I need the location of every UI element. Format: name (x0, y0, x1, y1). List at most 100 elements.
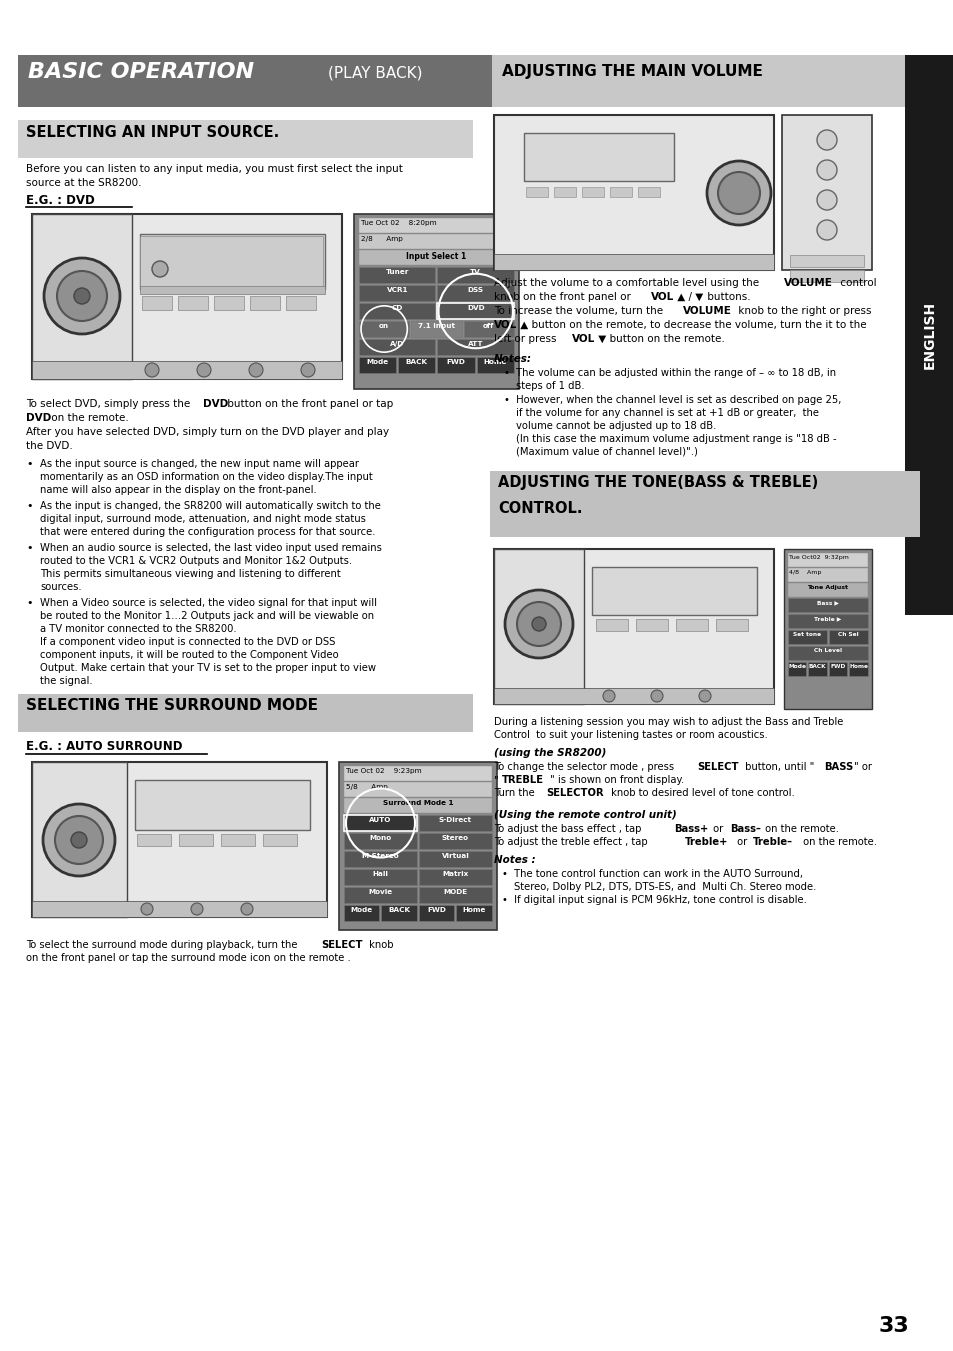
Text: the DVD.: the DVD. (26, 440, 72, 451)
Text: VOLUME: VOLUME (682, 305, 731, 316)
FancyBboxPatch shape (787, 598, 867, 612)
Text: To change the selector mode , press: To change the selector mode , press (494, 762, 677, 771)
FancyBboxPatch shape (783, 549, 871, 709)
Text: Ch Level: Ch Level (813, 648, 841, 653)
Text: Bass–: Bass– (729, 824, 760, 834)
Text: button on the front panel or tap: button on the front panel or tap (224, 399, 393, 409)
Text: Mode: Mode (351, 907, 373, 913)
Text: •: • (26, 598, 32, 608)
Text: button, until ": button, until " (741, 762, 814, 771)
Text: 2/8      Amp: 2/8 Amp (360, 236, 402, 242)
Circle shape (816, 130, 836, 150)
Text: Mode: Mode (366, 359, 388, 365)
FancyBboxPatch shape (18, 120, 473, 158)
Text: •  The tone control function can work in the AUTO Surround,: • The tone control function can work in … (501, 869, 802, 880)
Circle shape (241, 902, 253, 915)
Text: A/D: A/D (390, 340, 404, 347)
FancyBboxPatch shape (456, 905, 492, 921)
Text: Treble ▶: Treble ▶ (814, 616, 841, 621)
Text: Hall: Hall (373, 871, 388, 877)
FancyBboxPatch shape (344, 834, 416, 848)
Text: on the remote.: on the remote. (48, 413, 129, 423)
FancyBboxPatch shape (676, 619, 707, 631)
Circle shape (55, 816, 103, 865)
Text: Before you can listen to any input media, you must first select the input: Before you can listen to any input media… (26, 163, 402, 174)
Text: momentarily as an OSD information on the video display.The input: momentarily as an OSD information on the… (40, 471, 373, 482)
Text: ADJUSTING THE MAIN VOLUME: ADJUSTING THE MAIN VOLUME (501, 63, 762, 78)
Text: Set tone: Set tone (793, 632, 821, 638)
FancyBboxPatch shape (437, 339, 514, 355)
Text: Virtual: Virtual (441, 852, 469, 859)
Text: the signal.: the signal. (40, 676, 92, 686)
Circle shape (718, 172, 760, 213)
Circle shape (152, 261, 168, 277)
Text: When a Video source is selected, the video signal for that input will: When a Video source is selected, the vid… (40, 598, 376, 608)
Text: S-Direct: S-Direct (438, 817, 472, 823)
FancyBboxPatch shape (32, 361, 341, 380)
Text: As the input is changed, the SR8200 will automatically switch to the: As the input is changed, the SR8200 will… (40, 501, 380, 511)
FancyBboxPatch shape (828, 630, 867, 644)
FancyBboxPatch shape (789, 270, 863, 282)
FancyBboxPatch shape (179, 834, 213, 846)
Text: To increase the volume, turn the: To increase the volume, turn the (494, 305, 666, 316)
Text: Home: Home (462, 907, 485, 913)
Circle shape (301, 363, 314, 377)
Text: left or press: left or press (494, 334, 559, 345)
Text: a TV monitor connected to the SR8200.: a TV monitor connected to the SR8200. (40, 624, 236, 634)
Text: Notes:: Notes: (494, 354, 532, 363)
Text: Turn the: Turn the (494, 788, 537, 798)
Text: After you have selected DVD, simply turn on the DVD player and play: After you have selected DVD, simply turn… (26, 427, 389, 436)
Text: SELECT: SELECT (320, 940, 362, 950)
Text: that were entered during the configuration process for that source.: that were entered during the configurati… (40, 527, 375, 536)
Text: knob to desired level of tone control.: knob to desired level of tone control. (607, 788, 794, 798)
Text: If a component video input is connected to the DVD or DSS: If a component video input is connected … (40, 638, 335, 647)
Text: component inputs, it will be routed to the Component Video: component inputs, it will be routed to t… (40, 650, 338, 661)
Circle shape (44, 258, 120, 334)
Circle shape (602, 690, 615, 703)
Text: ATT: ATT (468, 340, 483, 347)
FancyBboxPatch shape (596, 619, 627, 631)
FancyBboxPatch shape (581, 186, 603, 197)
Text: ": " (494, 775, 498, 785)
FancyBboxPatch shape (781, 115, 871, 270)
Text: Movie: Movie (368, 889, 392, 894)
Text: •  However, when the channel level is set as described on page 25,: • However, when the channel level is set… (503, 394, 841, 405)
FancyBboxPatch shape (463, 322, 514, 336)
FancyBboxPatch shape (358, 357, 395, 373)
Text: Mode: Mode (787, 663, 805, 669)
FancyBboxPatch shape (787, 584, 867, 597)
Text: name will also appear in the display on the front-panel.: name will also appear in the display on … (40, 485, 316, 494)
Circle shape (816, 220, 836, 240)
FancyBboxPatch shape (137, 834, 171, 846)
FancyBboxPatch shape (638, 186, 659, 197)
FancyBboxPatch shape (358, 322, 409, 336)
FancyBboxPatch shape (221, 834, 254, 846)
FancyBboxPatch shape (437, 357, 475, 373)
Text: ▼ button on the remote.: ▼ button on the remote. (595, 334, 724, 345)
FancyBboxPatch shape (437, 303, 514, 319)
Text: MODE: MODE (443, 889, 467, 894)
Text: on the remote.: on the remote. (761, 824, 838, 834)
Circle shape (74, 288, 90, 304)
Text: 33: 33 (878, 1316, 908, 1336)
FancyBboxPatch shape (636, 619, 667, 631)
Text: SELECTING AN INPUT SOURCE.: SELECTING AN INPUT SOURCE. (26, 126, 279, 141)
FancyBboxPatch shape (554, 186, 576, 197)
Text: Output. Make certain that your TV is set to the proper input to view: Output. Make certain that your TV is set… (40, 663, 375, 673)
Text: FWD: FWD (427, 907, 446, 913)
Text: BACK: BACK (405, 359, 428, 365)
FancyBboxPatch shape (418, 815, 492, 831)
Text: be routed to the Monitor 1…2 Outputs jack and will be viewable on: be routed to the Monitor 1…2 Outputs jac… (40, 611, 374, 621)
FancyBboxPatch shape (142, 296, 172, 309)
Circle shape (706, 161, 770, 226)
FancyBboxPatch shape (904, 55, 953, 615)
Circle shape (816, 159, 836, 180)
Text: DVD: DVD (466, 305, 484, 311)
FancyBboxPatch shape (358, 250, 514, 265)
Text: 4/8    Amp: 4/8 Amp (788, 570, 821, 576)
FancyBboxPatch shape (381, 905, 416, 921)
FancyBboxPatch shape (32, 213, 132, 380)
Circle shape (196, 363, 211, 377)
Text: Home: Home (483, 359, 507, 365)
Text: CONTROL.: CONTROL. (497, 501, 582, 516)
